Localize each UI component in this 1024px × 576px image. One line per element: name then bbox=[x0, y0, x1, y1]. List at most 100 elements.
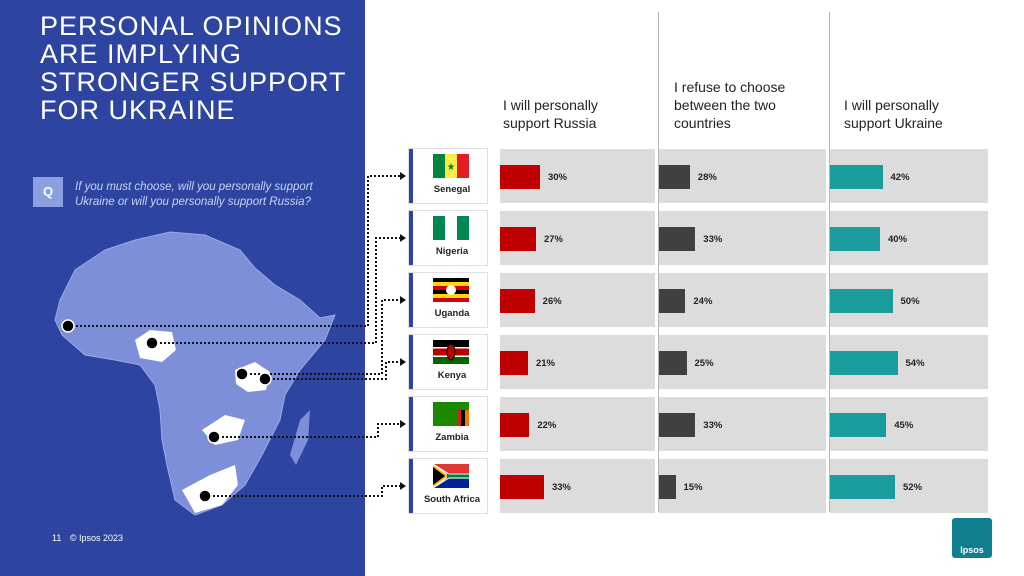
column-divider bbox=[829, 12, 830, 512]
flag-icon: ★ bbox=[433, 154, 469, 178]
bar bbox=[500, 351, 528, 375]
bar bbox=[659, 475, 676, 499]
country-label-box: Nigeria bbox=[409, 211, 487, 265]
page-number: 11 bbox=[52, 533, 62, 543]
bar bbox=[500, 165, 540, 189]
page-title: PERSONAL OPINIONS ARE IMPLYING STRONGER … bbox=[40, 12, 360, 124]
data-label: 50% bbox=[900, 296, 920, 307]
header-line: I will personally bbox=[503, 97, 598, 113]
data-label: 40% bbox=[888, 234, 908, 245]
flag-icon bbox=[433, 340, 469, 364]
data-label: 25% bbox=[694, 358, 714, 369]
country-name: Uganda bbox=[434, 308, 470, 319]
data-label: 30% bbox=[547, 172, 567, 183]
bar bbox=[500, 413, 530, 437]
bar bbox=[659, 165, 690, 189]
bar bbox=[830, 165, 883, 189]
header-line: I will personally bbox=[844, 97, 939, 113]
bar bbox=[500, 475, 544, 499]
country-name: South Africa bbox=[423, 494, 481, 505]
title-line: FOR UKRAINE bbox=[40, 95, 236, 125]
data-label: 28% bbox=[697, 172, 717, 183]
column-divider bbox=[658, 12, 659, 512]
bar bbox=[830, 413, 887, 437]
data-label: 33% bbox=[551, 482, 571, 493]
connector-arrow bbox=[400, 296, 406, 304]
title-line: STRONGER SUPPORT bbox=[40, 67, 347, 97]
data-label: 45% bbox=[894, 420, 914, 431]
bar-background bbox=[659, 273, 826, 327]
bar bbox=[830, 289, 893, 313]
svg-text:★: ★ bbox=[447, 162, 456, 173]
header-line: countries bbox=[674, 115, 731, 131]
data-label: 33% bbox=[703, 420, 723, 431]
question-text: If you must choose, will you personally … bbox=[75, 181, 313, 208]
header-refuse: I refuse to choose between the two count… bbox=[674, 78, 785, 132]
country-name: Nigeria bbox=[435, 246, 469, 257]
connector-arrow bbox=[400, 420, 406, 428]
connector-arrow bbox=[400, 482, 406, 490]
connectors bbox=[61, 172, 406, 503]
data-label: 22% bbox=[537, 420, 557, 431]
data-label: 26% bbox=[542, 296, 562, 307]
country-label-box: Uganda bbox=[409, 273, 487, 327]
map-marker bbox=[258, 372, 272, 386]
header-line: between the two bbox=[674, 97, 776, 113]
data-label: 33% bbox=[703, 234, 723, 245]
logo-text: Ipsos bbox=[960, 545, 984, 555]
data-label: 24% bbox=[693, 296, 713, 307]
copyright: © Ipsos 2023 bbox=[69, 533, 124, 543]
data-label: 15% bbox=[683, 482, 703, 493]
connector-arrow bbox=[400, 358, 406, 366]
connector-line bbox=[152, 237, 400, 344]
flag-icon bbox=[433, 464, 469, 488]
connector-line bbox=[205, 485, 400, 497]
bar-background bbox=[659, 335, 826, 389]
header-ukraine: I will personally support Ukraine bbox=[844, 96, 943, 132]
country-label-box: ★ Senegal bbox=[409, 149, 487, 203]
title-line: ARE IMPLYING bbox=[40, 39, 243, 69]
bar bbox=[830, 351, 898, 375]
map-marker bbox=[207, 430, 221, 444]
data-label: 21% bbox=[535, 358, 555, 369]
connector-line bbox=[214, 423, 400, 438]
country-name: Zambia bbox=[435, 432, 469, 443]
data-label: 27% bbox=[543, 234, 563, 245]
map-marker bbox=[61, 319, 75, 333]
country-label-box: Zambia bbox=[409, 397, 487, 451]
country-name: Senegal bbox=[433, 184, 471, 195]
bar bbox=[500, 289, 535, 313]
connector-line bbox=[68, 175, 400, 327]
data-label: 42% bbox=[890, 172, 910, 183]
connector-arrow bbox=[400, 172, 406, 180]
connector-line bbox=[242, 299, 400, 375]
header-line: support Russia bbox=[503, 115, 597, 131]
data-label: 52% bbox=[903, 482, 923, 493]
bar bbox=[830, 227, 880, 251]
map-marker bbox=[235, 367, 249, 381]
connector-line bbox=[265, 361, 400, 380]
south-africa-shape bbox=[182, 465, 238, 513]
flag-icon bbox=[433, 402, 469, 426]
bar bbox=[659, 351, 687, 375]
bar bbox=[659, 413, 696, 437]
bar bbox=[830, 475, 895, 499]
question-badge: Q bbox=[33, 177, 63, 207]
flag-icon bbox=[433, 216, 469, 240]
map-marker bbox=[198, 489, 212, 503]
flag-icon bbox=[433, 278, 469, 302]
footer: 11 © Ipsos 2023 bbox=[52, 533, 129, 543]
connector-arrow bbox=[400, 234, 406, 242]
country-name: Kenya bbox=[437, 370, 467, 381]
bar bbox=[500, 227, 536, 251]
header-line: support Ukraine bbox=[844, 115, 943, 131]
title-line: PERSONAL OPINIONS bbox=[40, 11, 343, 41]
bar-background bbox=[659, 459, 826, 513]
map-marker bbox=[145, 336, 159, 350]
africa-shape bbox=[54, 231, 336, 516]
ipsos-logo: Ipsos bbox=[952, 518, 992, 558]
bar bbox=[659, 289, 686, 313]
data-label: 54% bbox=[905, 358, 925, 369]
country-label-box: South Africa bbox=[409, 459, 487, 513]
